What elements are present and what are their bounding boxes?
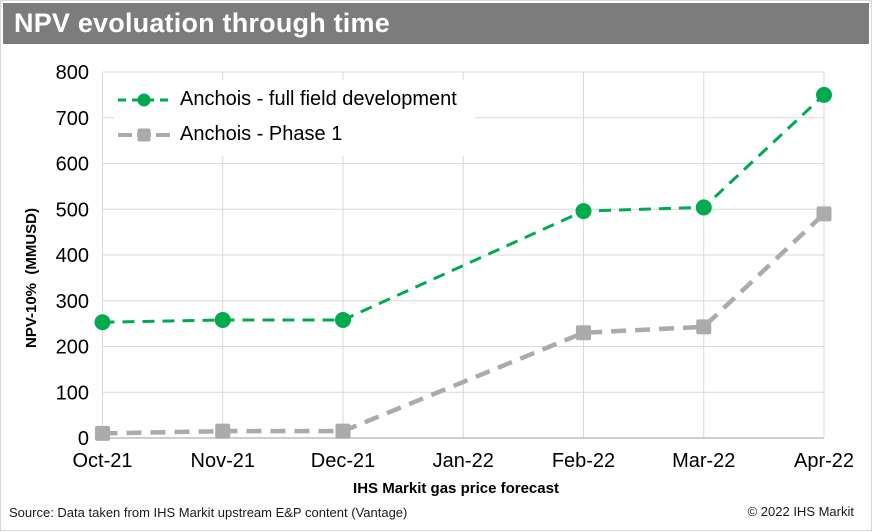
- legend-item-full-field: Anchois - full field development: [118, 82, 457, 117]
- x-tick-label: Mar-22: [672, 450, 735, 472]
- data-point-square: [215, 423, 231, 439]
- legend: Anchois - full field development Anchois…: [114, 80, 475, 156]
- data-point-circle: [816, 86, 832, 103]
- y-tick-label: 500: [56, 199, 89, 221]
- legend-label-full-field: Anchois - full field development: [180, 88, 457, 110]
- y-tick-label: 600: [56, 154, 89, 176]
- legend-item-phase-1: Anchois - Phase 1: [118, 117, 457, 152]
- y-axis-title: NPV-10% (MMUSD): [23, 207, 40, 349]
- x-axis-title: IHS Markit gas price forecast: [353, 480, 559, 497]
- legend-swatch-dashed-square-icon: [118, 128, 170, 141]
- x-tick-label: Nov-21: [191, 450, 255, 472]
- y-tick-label: 300: [56, 291, 89, 313]
- series-line-full-field: [102, 93, 826, 324]
- y-tick-label: 700: [56, 108, 89, 130]
- data-point-square: [335, 423, 351, 439]
- series-line-phase-1: [102, 212, 826, 436]
- x-tick-label: Oct-21: [72, 450, 132, 472]
- legend-square-marker-icon: [137, 128, 151, 141]
- data-point-circle: [335, 311, 351, 328]
- legend-circle-marker-icon: [137, 93, 151, 106]
- y-tick-label: 400: [56, 245, 89, 267]
- legend-swatch-dashed-circle-icon: [118, 93, 170, 106]
- y-tick-label: 200: [56, 337, 89, 359]
- y-tick-label: 800: [56, 62, 89, 84]
- x-tick-label: Jan-22: [433, 450, 494, 472]
- y-tick-label: 100: [56, 382, 89, 404]
- data-point-square: [576, 325, 591, 341]
- data-point-square: [696, 319, 712, 335]
- data-point-circle: [94, 314, 111, 331]
- data-point-square: [95, 425, 110, 441]
- data-point-circle: [214, 311, 231, 328]
- y-tick-label: 0: [78, 428, 89, 450]
- x-tick-label: Feb-22: [552, 450, 615, 472]
- data-point-circle: [695, 199, 712, 216]
- data-point-circle: [575, 203, 592, 220]
- legend-label-phase-1: Anchois - Phase 1: [180, 123, 343, 145]
- x-tick-label: Dec-21: [311, 450, 375, 472]
- data-point-square: [816, 206, 832, 222]
- x-tick-label: Apr-22: [794, 450, 854, 472]
- chart-title: NPV evoluation through time: [14, 8, 390, 38]
- chart-title-bar: NPV evoluation through time: [3, 3, 869, 44]
- copyright-note: © 2022 IHS Markit: [747, 504, 854, 519]
- source-note: Source: Data taken from IHS Markit upstr…: [9, 505, 408, 520]
